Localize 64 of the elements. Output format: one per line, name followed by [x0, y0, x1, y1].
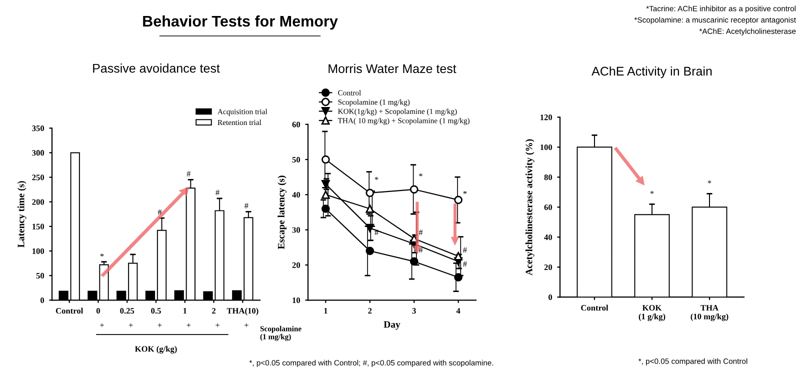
text: +: [158, 323, 162, 328]
x-tick-label: THA(10): [226, 308, 258, 316]
x-tick-label: 1: [324, 308, 328, 314]
annotation: *: [100, 254, 104, 257]
text: +: [244, 323, 248, 328]
x-tick-label: 3: [412, 308, 416, 314]
x-tick-label: Control: [56, 308, 84, 314]
y-tick-label: 250: [32, 174, 44, 180]
annotation: *: [419, 173, 422, 176]
annotation: #: [216, 190, 220, 196]
y-tick-label: 20: [292, 262, 300, 268]
annotation: #: [244, 202, 248, 208]
chart-title: Morris Water Maze test: [328, 64, 456, 74]
y-axis-title: Latency time (s): [17, 181, 26, 248]
y-tick-label: 60: [544, 204, 552, 210]
y-tick-label: 50: [292, 156, 300, 162]
text: Behavior Tests for Memory: [143, 15, 338, 30]
x-tick-label: 4: [456, 308, 460, 314]
annotation: #: [463, 261, 467, 267]
annotation: *: [374, 176, 378, 180]
x-tick-label: Control: [581, 304, 608, 311]
chart-title: Passive avoidance test: [93, 64, 220, 73]
x-tick-label: 0: [96, 308, 100, 314]
y-axis-title: Escape latency (s): [278, 176, 286, 250]
y-tick-label: 40: [292, 192, 300, 198]
x-tick-label: 0.25: [120, 308, 134, 314]
text: +: [186, 323, 191, 328]
y-tick-label: 200: [32, 199, 44, 205]
x-tick-label: 2: [212, 308, 216, 314]
text: +: [100, 323, 104, 328]
annotation: *: [708, 180, 712, 184]
y-tick-label: 120: [540, 114, 552, 120]
annotation: #: [463, 247, 467, 253]
annotation: #: [418, 247, 423, 253]
x-tick-label: THA (10 mg/kg): [690, 305, 728, 322]
x-tick-label: KOK (1 g/kg): [638, 305, 666, 322]
text: +: [128, 323, 133, 328]
y-tick-label: 60: [292, 122, 300, 128]
x-tick-label: 0.5: [151, 308, 161, 314]
y-tick-label: 40: [544, 234, 552, 240]
y-tick-label: 350: [32, 125, 44, 132]
y-tick-label: 100: [540, 144, 552, 150]
x-tick-label: 2: [368, 308, 372, 314]
annotation: #: [186, 171, 191, 176]
annotation: *: [463, 190, 467, 194]
x-axis-title: Day: [384, 321, 400, 330]
y-tick-label: 150: [32, 224, 44, 230]
x-axis-title: KOK (g/kg): [134, 346, 177, 354]
y-tick-label: 10: [292, 297, 300, 304]
y-tick-label: 0: [548, 294, 552, 300]
y-tick-label: 100: [32, 248, 44, 254]
annotation: #: [418, 230, 423, 236]
y-tick-label: 0: [40, 297, 44, 304]
y-tick-label: 300: [32, 150, 44, 156]
chart-title: AChE Activity in Brain: [592, 66, 712, 78]
y-tick-label: 30: [292, 227, 300, 233]
y-axis-title: Acetylcholinesterase activity (%): [525, 139, 534, 276]
y-tick-label: 50: [36, 272, 44, 279]
y-tick-label: 80: [544, 174, 552, 180]
x-tick-label: 1: [183, 308, 187, 314]
text: +: [216, 323, 220, 328]
annotation: *: [650, 190, 654, 194]
annotation: #: [158, 209, 162, 215]
y-tick-label: 20: [544, 264, 552, 270]
